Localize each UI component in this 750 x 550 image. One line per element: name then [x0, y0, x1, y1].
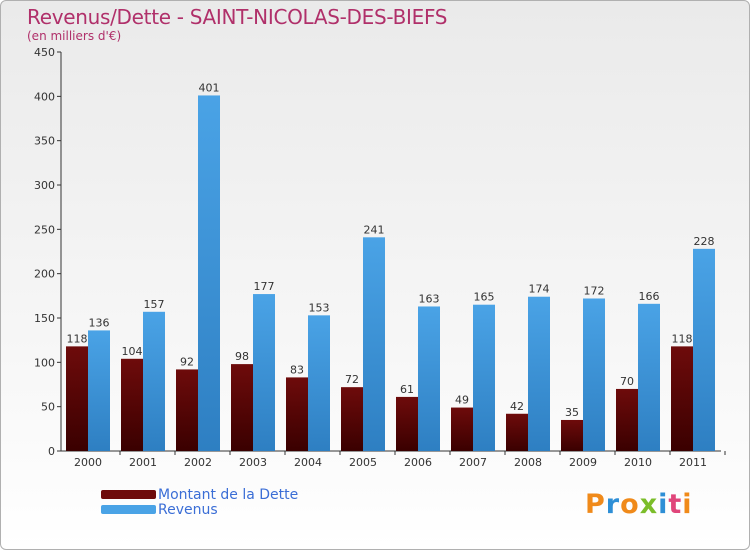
data-label: 401	[199, 81, 220, 94]
y-tick-label: 150	[34, 312, 55, 325]
data-label: 42	[510, 400, 524, 413]
data-label: 163	[419, 292, 440, 305]
legend-label-revenus: Revenus	[158, 501, 218, 518]
bar-dette	[561, 419, 583, 451]
bar-revenus	[528, 296, 550, 451]
y-tick-label: 450	[34, 46, 55, 59]
bar-revenus	[583, 298, 605, 451]
bar-revenus	[473, 304, 495, 451]
x-tick-label: 2002	[184, 456, 212, 469]
logo-letter: r	[605, 489, 621, 520]
y-tick-label: 250	[34, 223, 55, 236]
bar-revenus	[198, 95, 220, 452]
data-label: 49	[455, 394, 469, 407]
data-label: 118	[67, 332, 88, 345]
data-label: 83	[290, 363, 304, 376]
logo-letter: x	[639, 489, 659, 520]
bar-revenus	[418, 306, 440, 451]
data-label: 70	[620, 375, 634, 388]
x-tick-label: 2005	[349, 456, 377, 469]
data-label: 118	[672, 332, 693, 345]
proxiti-logo: Proxiti	[585, 489, 693, 520]
data-label: 157	[144, 298, 165, 311]
x-tick-label: 2000	[74, 456, 102, 469]
logo-letter: P	[585, 489, 606, 520]
bar-dette	[66, 346, 88, 451]
bar-dette	[396, 396, 418, 451]
y-tick-label: 200	[34, 268, 55, 281]
logo-letter: t	[668, 489, 683, 520]
y-tick-label: 0	[48, 445, 55, 458]
bar-dette	[506, 413, 528, 451]
x-tick-label: 2003	[239, 456, 267, 469]
x-tick-label: 2010	[624, 456, 652, 469]
y-tick-label: 50	[41, 401, 55, 414]
bar-revenus	[308, 315, 330, 451]
x-tick-label: 2008	[514, 456, 542, 469]
bar-dette	[176, 369, 198, 451]
data-label: 136	[89, 316, 110, 329]
bar-revenus	[143, 311, 165, 451]
bar-revenus	[253, 294, 275, 451]
y-tick-label: 350	[34, 135, 55, 148]
data-label: 241	[364, 223, 385, 236]
x-tick-label: 2004	[294, 456, 322, 469]
bar-dette	[286, 377, 308, 451]
data-label: 166	[639, 290, 660, 303]
y-tick-label: 100	[34, 356, 55, 369]
logo-letter: i	[658, 489, 669, 520]
x-tick-label: 2009	[569, 456, 597, 469]
bar-revenus	[638, 303, 660, 451]
legend-label-dette: Montant de la Dette	[158, 486, 299, 503]
data-label: 172	[584, 284, 605, 297]
data-label: 177	[254, 280, 275, 293]
data-label: 228	[694, 235, 715, 248]
data-label: 174	[529, 283, 550, 296]
logo-letter: i	[682, 489, 693, 520]
legend-item-revenus: Revenus	[101, 501, 298, 518]
chart-subtitle: (en milliers d'€)	[27, 29, 122, 43]
x-tick-label: 2011	[679, 456, 707, 469]
bar-dette	[341, 387, 363, 451]
x-tick-label: 2006	[404, 456, 432, 469]
data-label: 61	[400, 383, 414, 396]
logo-letter: o	[620, 489, 640, 520]
bar-dette	[231, 364, 253, 451]
bar-revenus	[363, 237, 385, 451]
y-tick-label: 300	[34, 179, 55, 192]
data-label: 35	[565, 406, 579, 419]
legend: Montant de la Dette Revenus	[101, 486, 299, 518]
data-label: 92	[180, 355, 194, 368]
data-label: 153	[309, 301, 330, 314]
bar-revenus	[88, 330, 110, 451]
data-label: 104	[122, 345, 143, 358]
y-tick-label: 400	[34, 90, 55, 103]
data-label: 165	[474, 291, 495, 304]
bar-revenus	[693, 248, 715, 451]
bar-dette	[616, 388, 638, 451]
data-label: 72	[345, 373, 359, 386]
x-tick-label: 2001	[129, 456, 157, 469]
legend-swatch-dette	[101, 490, 156, 499]
data-label: 98	[235, 350, 249, 363]
legend-item-dette: Montant de la Dette	[101, 486, 299, 503]
legend-swatch-revenus	[101, 505, 156, 514]
chart-title: Revenus/Dette - SAINT-NICOLAS-DES-BIEFS	[27, 5, 448, 29]
bar-dette	[451, 407, 473, 451]
bar-dette	[121, 358, 143, 451]
x-tick-label: 2007	[459, 456, 487, 469]
bar-dette	[671, 346, 693, 451]
